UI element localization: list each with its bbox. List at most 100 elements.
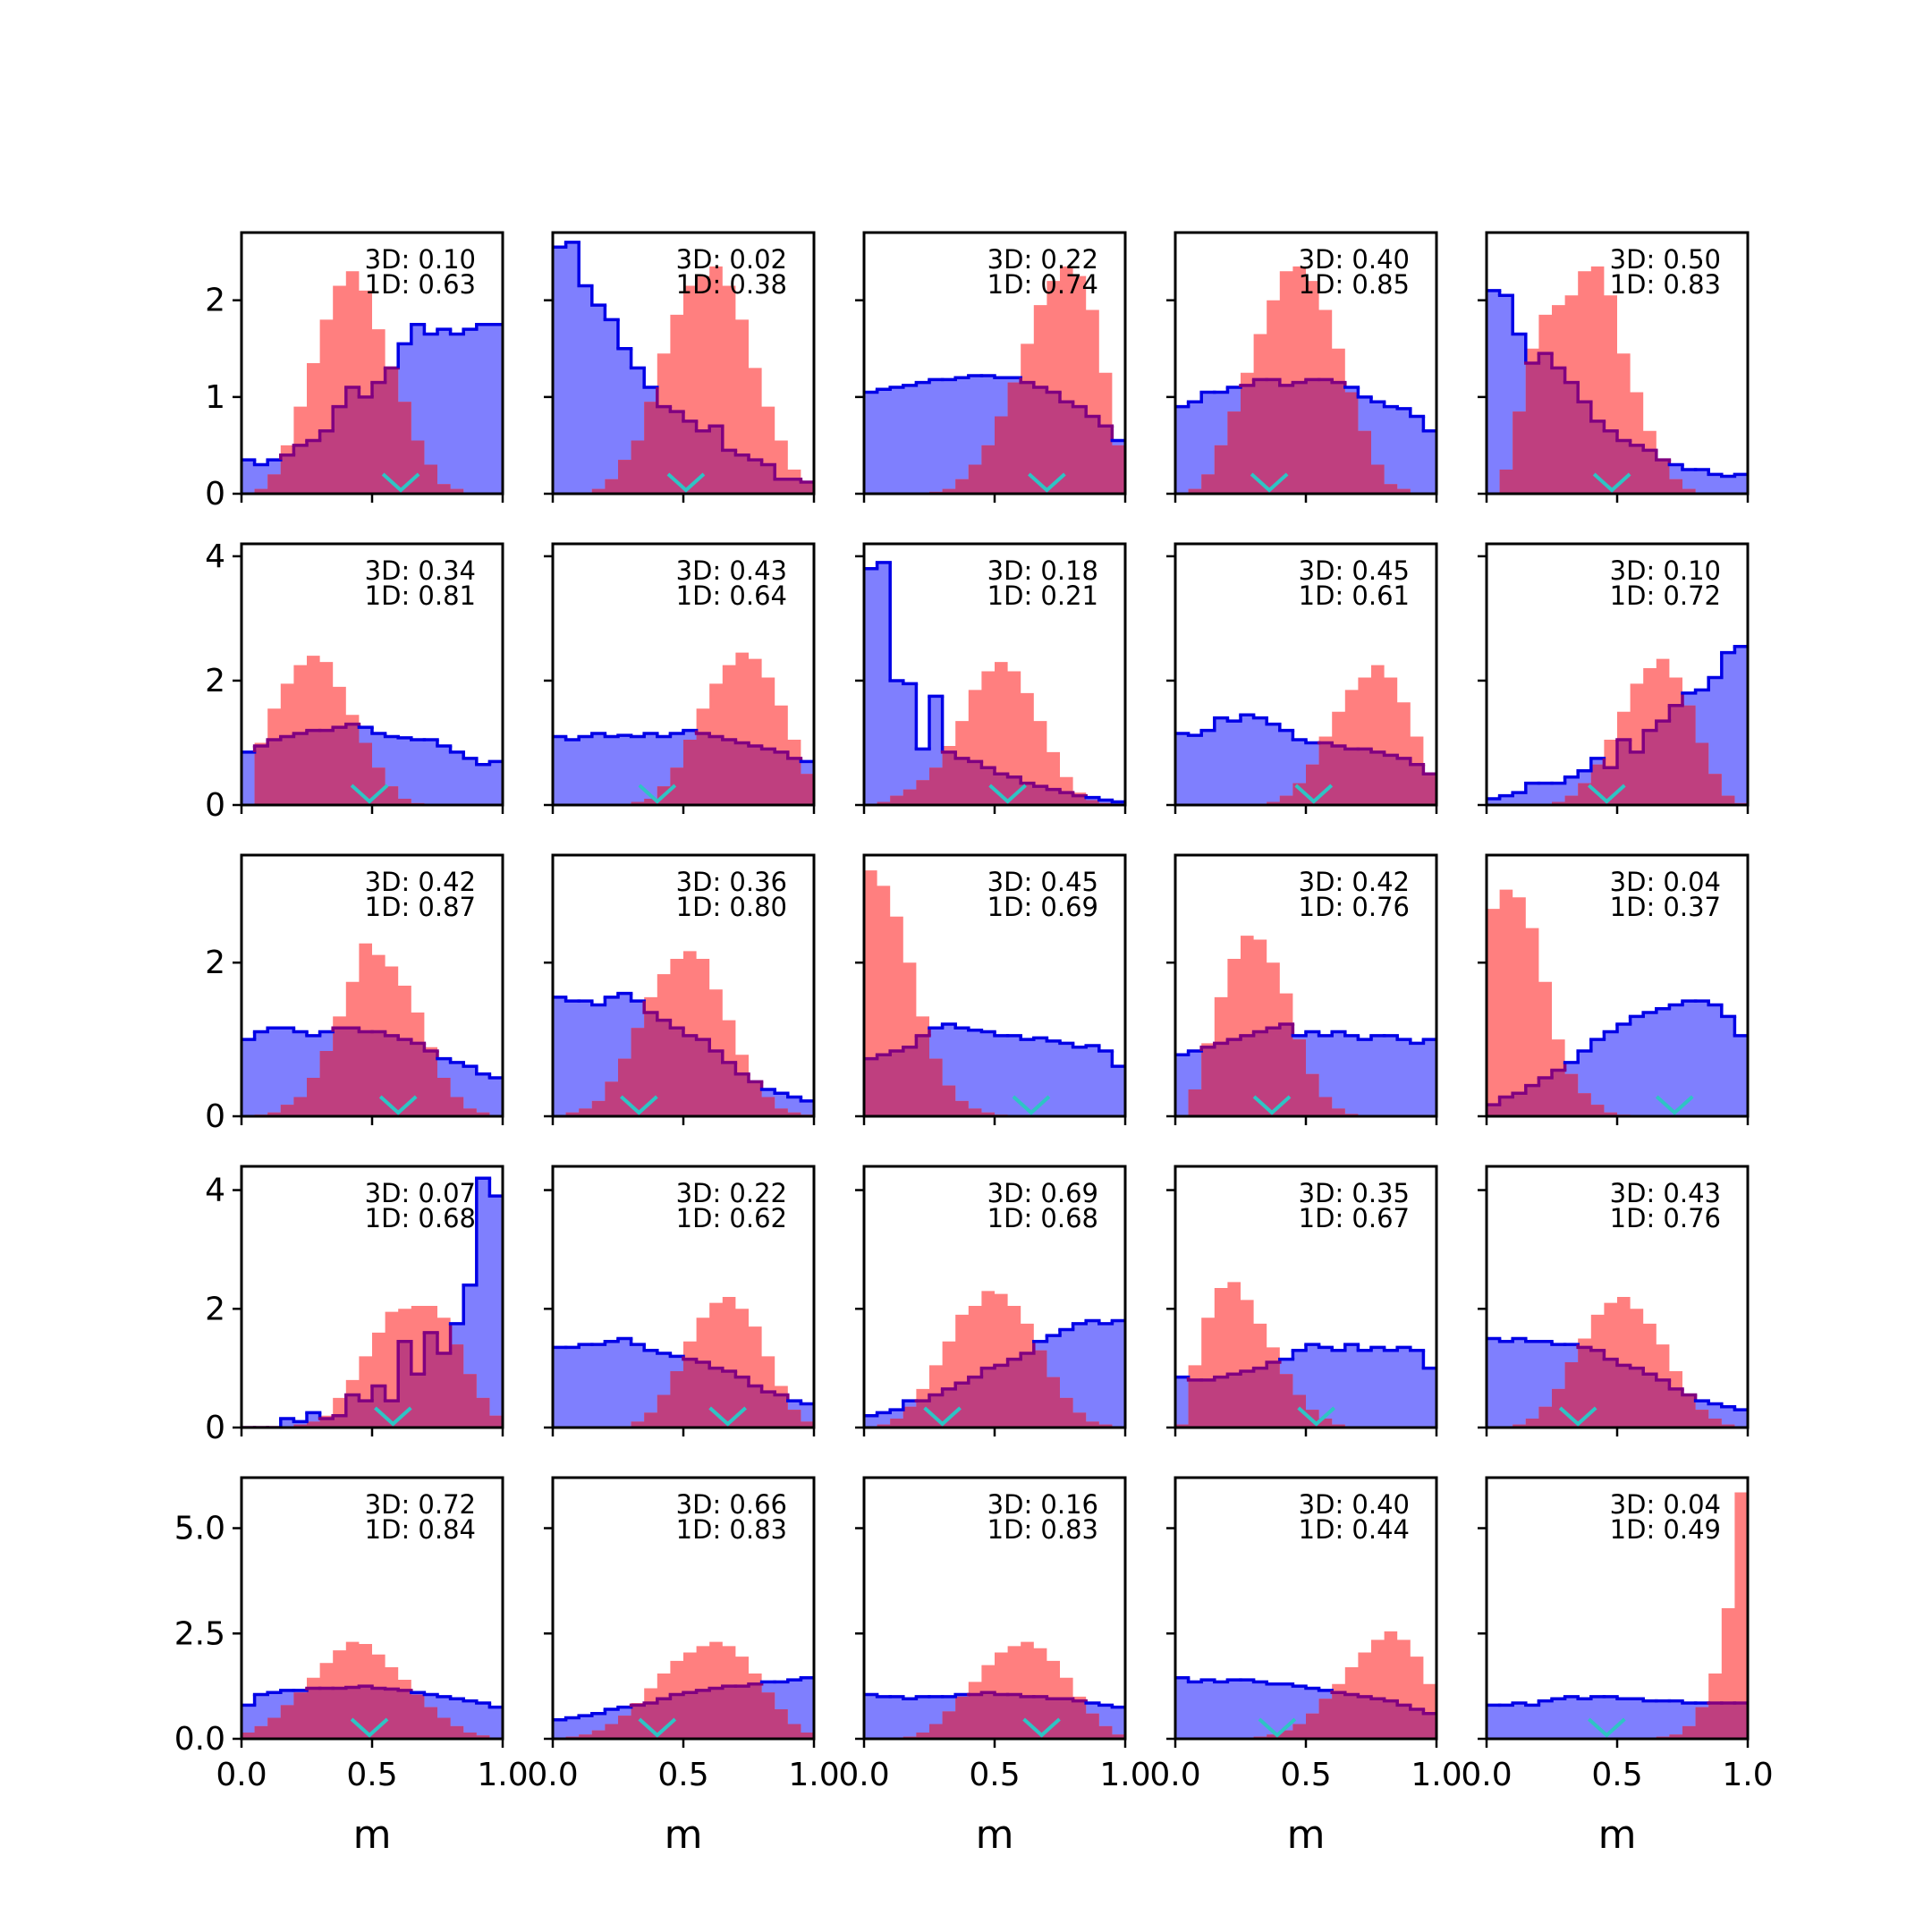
histogram-bars bbox=[1487, 889, 1748, 1116]
overlap-histogram-fill bbox=[1487, 1702, 1748, 1739]
x-tick-label: 1.0 bbox=[1411, 1757, 1462, 1793]
x-tick-label: 1.0 bbox=[1099, 1757, 1150, 1793]
histogram-bars bbox=[864, 1641, 1125, 1739]
blue-histogram-outline bbox=[864, 1022, 1125, 1068]
histogram-bars bbox=[1175, 665, 1436, 805]
y-tick-label: 0 bbox=[205, 1410, 225, 1446]
blue-histogram-outline bbox=[1487, 644, 1748, 801]
annotation-3d: 3D: 0.72 bbox=[365, 1489, 476, 1520]
annotation-3d: 3D: 0.66 bbox=[676, 1489, 787, 1520]
marker-v-icon bbox=[350, 1717, 389, 1738]
marker-v-icon bbox=[1655, 1095, 1694, 1115]
x-axis-title: m bbox=[353, 1812, 392, 1858]
marker-v-icon bbox=[1258, 1717, 1297, 1738]
annotation-3d: 3D: 0.35 bbox=[1299, 1178, 1410, 1208]
blue-histogram-outline bbox=[553, 1675, 814, 1722]
overlap-histogram-fill bbox=[864, 1692, 1125, 1739]
annotation-1d: 1D: 0.61 bbox=[1299, 580, 1410, 611]
blue-histogram-outline bbox=[242, 722, 503, 767]
annotation-1d: 1D: 0.37 bbox=[1610, 892, 1721, 922]
histogram-bars bbox=[553, 241, 814, 494]
histogram-bars bbox=[553, 652, 814, 805]
histogram-bars bbox=[553, 951, 814, 1116]
annotation-3d: 3D: 0.45 bbox=[1299, 555, 1410, 586]
marker-v-icon bbox=[1297, 1406, 1336, 1427]
blue-histogram-outline bbox=[242, 1684, 503, 1709]
annotation-1d: 1D: 0.74 bbox=[987, 269, 1098, 300]
annotation-3d: 3D: 0.45 bbox=[987, 867, 1098, 897]
annotation-1d: 1D: 0.80 bbox=[676, 892, 787, 922]
y-tick-label: 4 bbox=[205, 1173, 225, 1209]
red-histogram-fill bbox=[1487, 889, 1748, 1116]
histogram-bars bbox=[242, 943, 503, 1116]
annotation-1d: 1D: 0.49 bbox=[1610, 1514, 1721, 1545]
blue-histogram-outline bbox=[553, 241, 814, 484]
histogram-bars bbox=[242, 271, 503, 494]
marker-v-icon bbox=[1250, 472, 1289, 493]
marker-v-icon bbox=[638, 1717, 677, 1738]
x-axis-title: m bbox=[1598, 1812, 1637, 1858]
histogram-bars bbox=[242, 1641, 503, 1739]
blue-histogram-outline bbox=[864, 374, 1125, 443]
blue-histogram-outline bbox=[553, 991, 814, 1103]
x-tick-label: 0.5 bbox=[657, 1757, 708, 1793]
y-tick-label: 4 bbox=[205, 538, 225, 575]
histogram-bars bbox=[1175, 1631, 1436, 1739]
red-histogram-fill bbox=[553, 266, 814, 494]
overlap-histogram-fill bbox=[553, 402, 814, 494]
annotation-3d: 3D: 0.10 bbox=[1610, 555, 1721, 586]
x-tick-label: 0.0 bbox=[1461, 1757, 1512, 1793]
histogram-bars bbox=[242, 1176, 503, 1428]
histogram-bars bbox=[864, 1291, 1125, 1428]
marker-v-icon bbox=[350, 784, 389, 804]
x-tick-label: 1.0 bbox=[477, 1757, 528, 1793]
annotation-1d: 1D: 0.76 bbox=[1610, 1203, 1721, 1233]
marker-v-icon bbox=[1252, 1095, 1292, 1115]
marker-v-icon bbox=[1587, 1717, 1626, 1738]
histogram-bars bbox=[553, 1641, 814, 1739]
annotation-3d: 3D: 0.40 bbox=[1299, 1489, 1410, 1520]
annotation-1d: 1D: 0.62 bbox=[676, 1203, 787, 1233]
marker-v-icon bbox=[381, 472, 420, 493]
blue-histogram-outline bbox=[1175, 1675, 1436, 1716]
overlap-histogram-fill bbox=[242, 1028, 503, 1116]
annotation-1d: 1D: 0.64 bbox=[676, 580, 787, 611]
annotation-3d: 3D: 0.18 bbox=[987, 555, 1098, 586]
overlap-histogram-fill bbox=[864, 1350, 1125, 1428]
marker-v-icon bbox=[620, 1095, 658, 1115]
annotation-1d: 1D: 0.44 bbox=[1299, 1514, 1410, 1545]
blue-histogram-outline bbox=[242, 322, 503, 467]
marker-v-icon bbox=[1022, 1717, 1061, 1738]
overlap-histogram-fill bbox=[1175, 742, 1436, 805]
y-tick-label: 2 bbox=[205, 283, 225, 319]
blue-histogram-outline bbox=[553, 728, 814, 764]
annotation-1d: 1D: 0.83 bbox=[676, 1514, 787, 1545]
x-axis-title: m bbox=[1287, 1812, 1326, 1858]
x-tick-label: 0.0 bbox=[527, 1757, 578, 1793]
y-tick-label: 2 bbox=[205, 1291, 225, 1327]
blue-histogram-outline bbox=[242, 1176, 503, 1428]
marker-v-icon bbox=[1592, 472, 1631, 493]
x-tick-label: 0.0 bbox=[216, 1757, 267, 1793]
annotation-3d: 3D: 0.43 bbox=[676, 555, 787, 586]
overlap-histogram-fill bbox=[1175, 1023, 1436, 1116]
blue-histogram-outline bbox=[1175, 377, 1436, 433]
overlap-histogram-fill bbox=[1487, 353, 1748, 494]
